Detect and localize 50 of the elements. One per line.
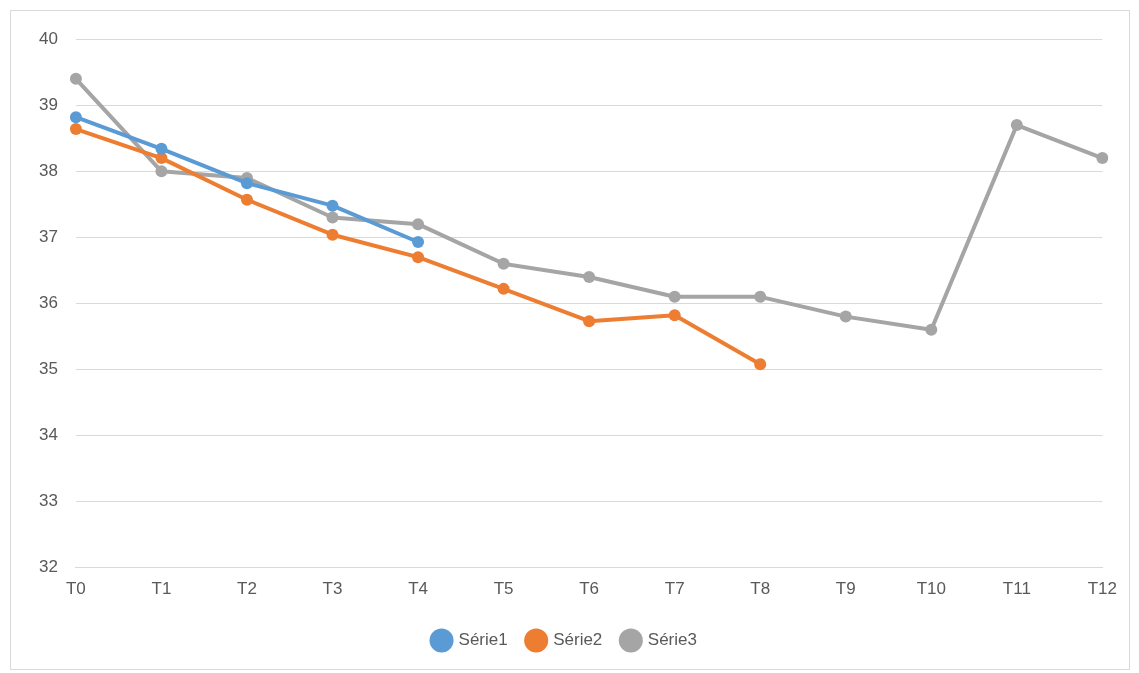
x-tick-label: T0 [65, 579, 86, 599]
x-tick-label: T6 [579, 579, 600, 599]
y-tick-label: 34 [38, 425, 58, 445]
point [754, 290, 767, 303]
legend-label: Série2 [553, 630, 603, 650]
x-tick-label: T11 [1002, 579, 1031, 599]
point [754, 358, 767, 371]
point [155, 165, 168, 178]
x-tick-label: T1 [151, 579, 172, 599]
point [1096, 152, 1109, 165]
point [326, 211, 339, 224]
y-tick-label: 36 [38, 293, 58, 313]
point [925, 323, 938, 336]
x-tick-label: T3 [322, 579, 343, 599]
point [668, 309, 681, 322]
point [326, 228, 339, 241]
x-tick-label: T10 [916, 579, 946, 599]
point [69, 72, 82, 85]
point [1010, 119, 1023, 132]
point [497, 257, 510, 270]
x-tick-label: T7 [664, 579, 685, 599]
y-tick-label: 35 [38, 359, 58, 379]
point [240, 177, 253, 190]
point [69, 111, 82, 124]
point [583, 315, 596, 328]
y-tick-label: 33 [38, 491, 58, 511]
x-tick-label: T8 [750, 579, 771, 599]
y-tick-label: 38 [38, 160, 58, 180]
point [412, 235, 425, 248]
y-tick-label: 32 [38, 557, 58, 577]
point [668, 290, 681, 303]
x-tick-label: T2 [237, 579, 257, 599]
point [412, 251, 425, 264]
point [69, 123, 82, 136]
y-tick-label: 37 [38, 227, 58, 247]
y-tick-label: 39 [38, 94, 58, 114]
x-tick-label: T9 [835, 579, 856, 599]
point [839, 310, 852, 323]
x-tick-label: T5 [493, 579, 514, 599]
point [240, 193, 253, 206]
x-tick-label: T12 [1087, 579, 1117, 599]
point [155, 142, 168, 155]
point [583, 270, 596, 283]
legend-label: Série3 [647, 630, 697, 650]
point [497, 282, 510, 295]
x-tick-label: T4 [408, 579, 428, 599]
y-tick-label: 40 [38, 28, 58, 48]
point [412, 218, 425, 231]
point [326, 199, 339, 212]
legend-label: Série1 [458, 630, 508, 650]
